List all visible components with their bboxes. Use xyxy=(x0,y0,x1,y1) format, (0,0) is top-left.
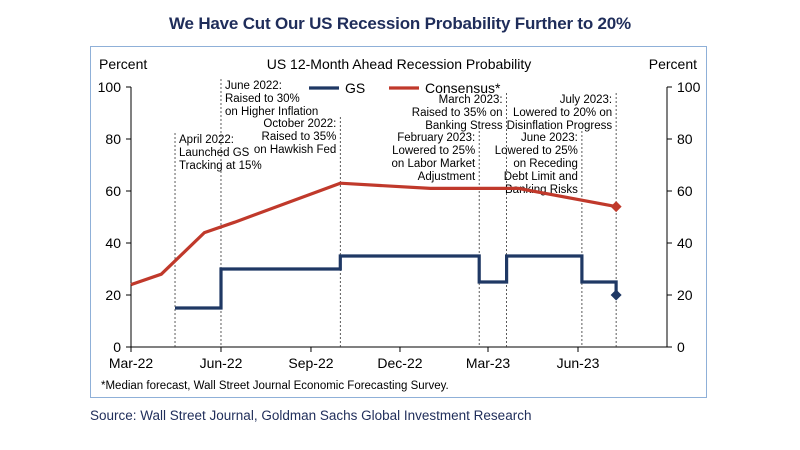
y-tick-label-left: 100 xyxy=(98,79,122,95)
x-tick-label: Sep-22 xyxy=(288,355,333,371)
y-tick-label-right: 40 xyxy=(677,235,693,251)
chart-headline: We Have Cut Our US Recession Probability… xyxy=(169,14,631,33)
y-tick-label-left: 0 xyxy=(113,339,121,355)
y-tick-label-right: 20 xyxy=(677,287,693,303)
x-tick-label: Jun-22 xyxy=(200,355,243,371)
y-tick-label-right: 100 xyxy=(677,79,701,95)
y-tick-label-right: 0 xyxy=(677,339,685,355)
annotation-text: Adjustment xyxy=(418,171,476,183)
consensus-series-line xyxy=(130,181,617,287)
annotation-text: Launched GS xyxy=(179,147,250,159)
legend-label: GS xyxy=(345,80,365,96)
y-tick-label-right: 60 xyxy=(677,183,693,199)
annotation-text: June 2023: xyxy=(521,132,578,144)
y-axis-label-left: Percent xyxy=(99,56,147,72)
annotation-text: June 2022: xyxy=(225,80,282,92)
annotation-text: Banking Stress xyxy=(425,120,503,132)
annotation-text: Lowered to 25% xyxy=(495,145,578,157)
annotation-text: Raised to 35% on xyxy=(412,107,503,119)
annotation-text: on Hawkish Fed xyxy=(254,144,336,156)
y-tick-label-left: 80 xyxy=(105,131,121,147)
y-tick-label-left: 20 xyxy=(105,287,121,303)
annotation-text: March 2023: xyxy=(439,94,503,106)
annotation-text: Tracking at 15% xyxy=(179,160,262,172)
annotation-text: on Receding xyxy=(513,158,578,170)
consensus-end-marker xyxy=(610,201,622,213)
gs-series-line xyxy=(175,254,618,310)
x-tick-label: Mar-23 xyxy=(466,355,511,371)
y-tick-label-left: 60 xyxy=(105,183,121,199)
annotation-text: July 2023: xyxy=(560,94,612,106)
x-tick-label: Mar-22 xyxy=(109,355,154,371)
y-tick-label-left: 40 xyxy=(105,235,121,251)
footnote: *Median forecast, Wall Street Journal Ec… xyxy=(101,380,449,392)
source-note: Source: Wall Street Journal, Goldman Sac… xyxy=(90,408,532,423)
chart-panel: US 12-Month Ahead Recession Probability P… xyxy=(90,46,707,398)
annotation-text: on Higher Inflation xyxy=(225,106,318,118)
annotation-text: Debt Limit and xyxy=(504,171,578,183)
legend-label: Consensus* xyxy=(425,80,501,96)
annotation-text: Raised to 30% xyxy=(225,93,300,105)
chart-title: US 12-Month Ahead Recession Probability xyxy=(267,56,532,72)
annotation-text: Lowered to 25% xyxy=(392,145,475,157)
annotation-text: on Labor Market xyxy=(391,158,476,170)
x-tick-label: Jun-23 xyxy=(557,355,600,371)
annotation-text: Disinflation Progress xyxy=(507,120,613,132)
y-axis-label-right: Percent xyxy=(649,56,697,72)
annotation-text: October 2022: xyxy=(263,118,336,130)
annotation-text: Lowered to 20% on xyxy=(513,107,612,119)
annotation-text: Banking Risks xyxy=(505,184,578,196)
y-tick-label-right: 80 xyxy=(677,131,693,147)
x-tick-label: Dec-22 xyxy=(377,355,422,371)
annotation-text: February 2023: xyxy=(397,132,475,144)
gs-end-marker xyxy=(610,289,622,301)
recession-probability-chart: US 12-Month Ahead Recession Probability P… xyxy=(98,56,701,392)
annotation-text: April 2022: xyxy=(179,134,234,146)
annotation-text: Raised to 35% xyxy=(262,131,337,143)
